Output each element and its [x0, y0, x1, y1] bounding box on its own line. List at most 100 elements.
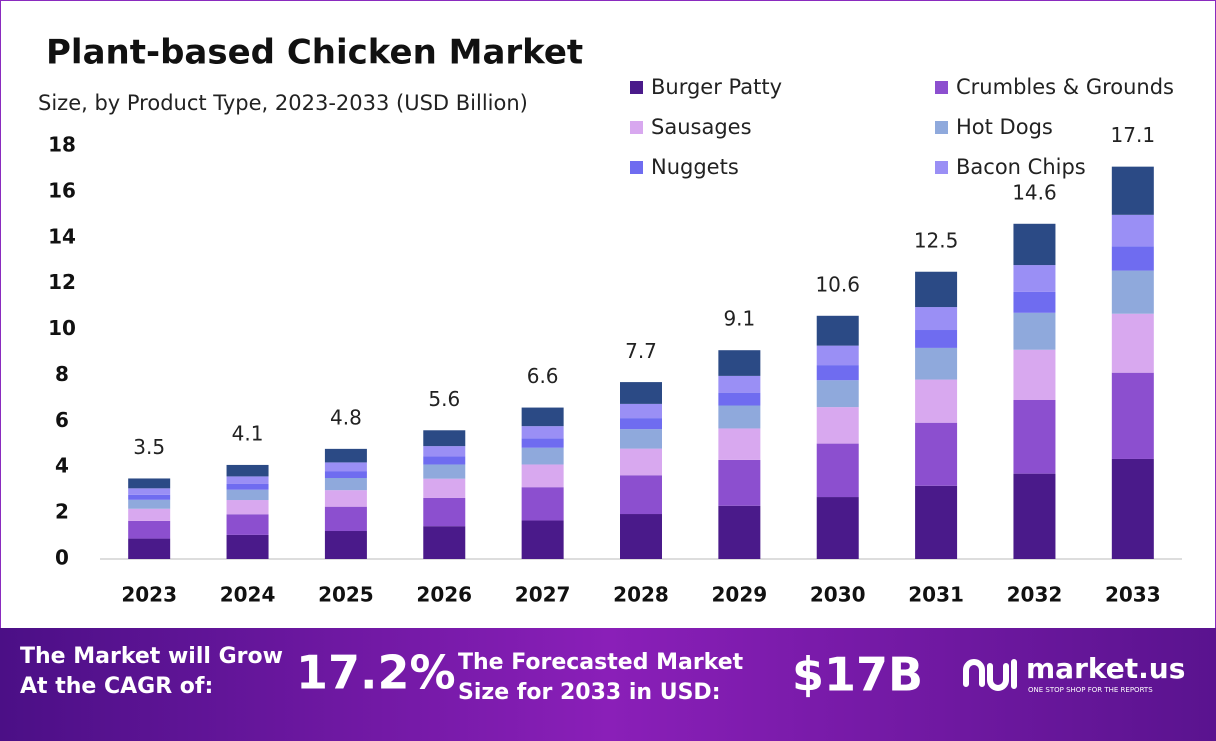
bar-segment [915, 271, 958, 308]
chart-subtitle: Size, by Product Type, 2023-2033 (USD Bi… [38, 91, 528, 115]
x-tick-label: 2027 [515, 583, 571, 607]
bar-segment [915, 379, 958, 423]
bar-segment [226, 534, 269, 559]
chart-title: Plant-based Chicken Market [46, 33, 583, 73]
bar-segment [620, 429, 662, 449]
y-tick-label: 0 [55, 546, 69, 570]
bar-segment [620, 418, 662, 430]
bar-segment [128, 499, 171, 509]
bar-segment [324, 506, 367, 532]
bar-segment [718, 459, 761, 506]
bar-segment [718, 392, 761, 406]
bar-segment [324, 531, 367, 559]
bar-segment [816, 443, 859, 498]
bar-segment [816, 315, 859, 346]
bar-segment [718, 350, 761, 376]
forecast-label: The Forecasted Market [458, 650, 744, 675]
legend-swatch [630, 161, 643, 174]
forecast-label: Size for 2033 in USD: [458, 680, 721, 705]
bar-segment [128, 488, 171, 495]
bar-segment [324, 478, 367, 491]
y-tick-label: 8 [55, 362, 69, 386]
forecast-value: $17B [792, 648, 923, 702]
legend-swatch [630, 121, 643, 134]
bar-segment [128, 520, 171, 539]
legend-label: Nuggets [651, 155, 739, 179]
bar-segment [226, 464, 269, 477]
bar-segment [718, 428, 761, 460]
bar-segment [521, 447, 564, 465]
y-tick-label: 14 [48, 224, 76, 248]
total-label: 6.6 [527, 364, 559, 388]
legend-swatch [630, 81, 643, 94]
bar-segment [521, 438, 564, 448]
bar-segment [816, 380, 859, 408]
legend-label: Sausages [651, 115, 752, 139]
bar-segment [324, 462, 367, 472]
bar-segment [816, 365, 859, 381]
bar-segment [521, 407, 564, 427]
x-tick-label: 2024 [220, 583, 276, 607]
bar-segment [620, 403, 662, 419]
bar-segment [1013, 223, 1056, 266]
bar-segment [1013, 399, 1056, 474]
bar-segment [620, 448, 662, 476]
total-label: 9.1 [723, 307, 755, 331]
bar-segment [718, 375, 761, 393]
x-tick-label: 2031 [908, 583, 964, 607]
y-tick-label: 10 [48, 316, 76, 340]
bar-segment [1013, 291, 1056, 313]
total-label: 14.6 [1012, 181, 1057, 205]
bar-segment [915, 422, 958, 486]
y-tick-label: 4 [55, 454, 69, 478]
bar-segment [1013, 473, 1056, 559]
bar-segment [423, 526, 466, 559]
cagr-label: The Market will Grow [20, 644, 283, 669]
bar-segment [521, 520, 564, 559]
total-label: 7.7 [625, 339, 657, 363]
bar-segment [915, 307, 958, 331]
bar-segment [718, 505, 761, 559]
bar-segment [620, 382, 662, 404]
bar-segment [816, 407, 859, 444]
legend-label: Hot Dogs [956, 115, 1053, 139]
bar-segment [816, 497, 859, 559]
bar-segment [423, 456, 466, 465]
bar-segment [1111, 313, 1154, 373]
cagr-label: At the CAGR of: [20, 674, 213, 699]
bar-segment [324, 448, 367, 463]
bar-segment [1111, 458, 1154, 559]
legend-label: Burger Patty [651, 75, 782, 99]
y-tick-label: 18 [48, 133, 76, 157]
bar-segment [718, 405, 761, 429]
total-label: 12.5 [914, 229, 959, 253]
bar-segment [1111, 246, 1154, 271]
total-label: 4.8 [330, 405, 362, 429]
bar-segment [128, 508, 171, 521]
bar-segment [1013, 349, 1056, 400]
bar-segment [620, 475, 662, 515]
bar-segment [1013, 265, 1056, 292]
bar-segment [816, 345, 859, 366]
bar-segment [915, 485, 958, 559]
legend-swatch [935, 161, 948, 174]
bar-segment [226, 483, 269, 490]
bar-segment [915, 330, 958, 348]
x-tick-label: 2025 [318, 583, 374, 607]
x-tick-label: 2028 [613, 583, 669, 607]
legend-label: Bacon Chips [956, 155, 1086, 179]
bar-segment [128, 478, 171, 489]
legend-swatch [935, 121, 948, 134]
bar-segment [521, 426, 564, 439]
total-label: 5.6 [428, 387, 460, 411]
bar-segment [521, 464, 564, 488]
bar-segment [1013, 312, 1056, 350]
bar-segment [423, 446, 466, 457]
bar-segment [423, 478, 466, 498]
total-label: 3.5 [133, 435, 165, 459]
bar-segment [1111, 372, 1154, 459]
bar-segment [226, 489, 269, 501]
bar-segment [1111, 166, 1154, 215]
